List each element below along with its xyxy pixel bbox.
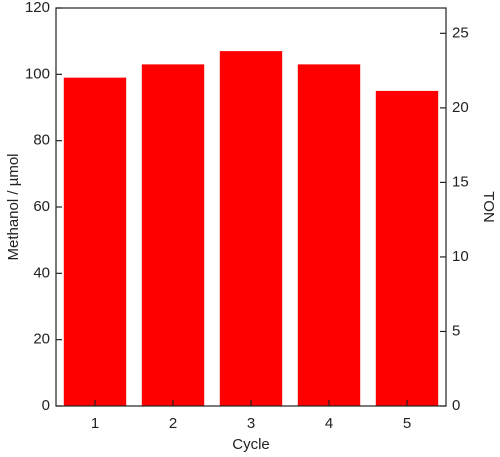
y-tick-label: 120 (25, 0, 50, 16)
x-tick-label: 5 (403, 415, 411, 432)
y2-tick-label: 0 (452, 397, 460, 414)
y-tick-label: 60 (33, 198, 50, 215)
x-axis-title: Cycle (232, 436, 270, 453)
x-tick-label: 2 (169, 415, 177, 432)
y2-tick-label: 15 (452, 173, 469, 190)
y-tick-label: 0 (42, 397, 50, 414)
y2-tick-label: 5 (452, 322, 460, 339)
y-tick-label: 80 (33, 132, 50, 149)
x-tick-label: 4 (325, 415, 333, 432)
y2-tick-label: 25 (452, 24, 469, 41)
y-tick-label: 40 (33, 264, 50, 281)
x-tick-label: 3 (247, 415, 255, 432)
y2-tick-label: 10 (452, 248, 469, 265)
y-tick-label: 20 (33, 331, 50, 348)
bar (141, 64, 205, 406)
y-axis-title: Methanol / µmol (5, 153, 22, 260)
bar (63, 77, 127, 407)
y2-tick-label: 20 (452, 99, 469, 116)
y-tick-label: 100 (25, 65, 50, 82)
y2-axis-title: TON (480, 191, 497, 222)
bar (375, 90, 439, 407)
bar (219, 51, 283, 406)
bar (297, 64, 361, 406)
x-tick-label: 1 (91, 415, 99, 432)
